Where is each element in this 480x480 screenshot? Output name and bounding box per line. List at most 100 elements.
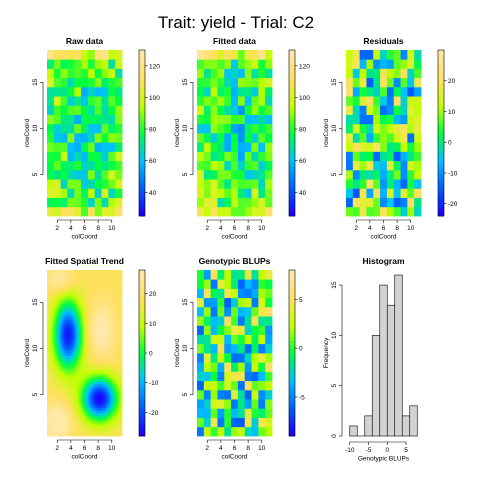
heatmap-cell xyxy=(55,306,58,310)
heatmap-cell xyxy=(87,96,96,106)
heatmap-cell xyxy=(47,342,50,346)
heatmap-cell xyxy=(224,408,232,418)
heatmap-cell xyxy=(55,345,58,349)
heatmap-cell xyxy=(53,337,56,341)
heatmap-cell xyxy=(75,340,79,344)
colorbar-step xyxy=(139,373,145,379)
heatmap-cell xyxy=(118,381,121,385)
heatmap-cell xyxy=(118,295,121,299)
heatmap-cell xyxy=(111,314,114,318)
colorbar-step xyxy=(438,79,444,84)
heatmap-cell xyxy=(197,343,205,354)
heatmap-cell xyxy=(79,334,82,338)
heatmap-cell xyxy=(50,285,53,289)
heatmap-cell xyxy=(111,407,114,411)
heatmap-cell xyxy=(81,365,84,369)
heatmap-cell xyxy=(65,285,68,289)
heatmap-cell xyxy=(346,142,354,152)
heatmap-cell xyxy=(103,397,106,401)
heatmap-cell xyxy=(58,402,62,406)
heatmap-cell xyxy=(89,378,92,382)
heatmap-cell xyxy=(94,105,102,115)
colorbar-step xyxy=(438,120,444,126)
heatmap-cell xyxy=(84,412,87,416)
heatmap-cell xyxy=(116,282,119,286)
heatmap-cell xyxy=(203,50,212,60)
heatmap-cell xyxy=(52,412,55,416)
heatmap-cell xyxy=(237,96,246,106)
heatmap-cell xyxy=(53,389,56,393)
heatmap-cell xyxy=(94,355,97,359)
heatmap-cell xyxy=(69,301,72,305)
heatmap-cell xyxy=(224,399,232,409)
heatmap-cell xyxy=(352,169,361,180)
heatmap-cell xyxy=(64,360,67,364)
heatmap-cell xyxy=(96,404,99,408)
heatmap-cell xyxy=(60,319,63,323)
heatmap-cell xyxy=(99,340,102,344)
heatmap-cell xyxy=(99,295,102,299)
heatmap-cell xyxy=(352,206,361,217)
heatmap-cell xyxy=(99,301,102,305)
heatmap-cell xyxy=(48,402,51,406)
heatmap-cell xyxy=(50,345,53,349)
heatmap-cell xyxy=(94,353,97,356)
heatmap-cell xyxy=(65,301,68,305)
heatmap-cell xyxy=(67,311,70,315)
heatmap-cell xyxy=(237,371,246,382)
heatmap-cell xyxy=(72,358,75,362)
heatmap-cell xyxy=(57,334,60,338)
heatmap-cell xyxy=(89,332,92,336)
heatmap-cell xyxy=(101,308,104,312)
heatmap-cell xyxy=(258,270,266,280)
heatmap-cell xyxy=(91,402,94,406)
heatmap-cell xyxy=(251,389,259,400)
heatmap-cell xyxy=(231,389,239,400)
heatmap-cell xyxy=(87,334,91,338)
heatmap-cell xyxy=(52,301,55,305)
heatmap-cell xyxy=(400,142,408,152)
colorbar-step xyxy=(438,66,444,72)
heatmap-cell xyxy=(57,368,60,372)
colorbar-step xyxy=(289,112,295,117)
heatmap-cell xyxy=(104,376,108,380)
colorbar-step xyxy=(438,199,444,204)
heatmap-cell xyxy=(57,311,60,315)
heatmap-cell xyxy=(72,347,75,351)
heatmap-cell xyxy=(58,365,62,369)
heatmap-cell xyxy=(62,402,65,406)
heatmap-cell xyxy=(65,355,68,359)
heatmap-cell xyxy=(106,324,109,328)
heatmap-cell xyxy=(65,417,68,421)
heatmap-cell xyxy=(74,412,77,416)
heatmap-cell xyxy=(64,386,67,390)
heatmap-cell xyxy=(58,412,62,416)
heatmap-cell xyxy=(197,133,205,143)
heatmap-cell xyxy=(108,358,111,362)
heatmap-cell xyxy=(108,295,111,299)
colorbar-step xyxy=(139,377,145,383)
heatmap-cell xyxy=(111,389,114,393)
colorbar-step xyxy=(139,357,145,362)
heatmap-cell xyxy=(48,371,51,375)
heatmap-cell xyxy=(81,412,84,416)
heatmap-cell xyxy=(251,362,259,372)
heatmap-cell xyxy=(113,272,116,276)
heatmap-cell xyxy=(82,303,85,307)
heatmap-cell xyxy=(50,298,53,302)
colorbar-step xyxy=(139,411,145,416)
heatmap-cell xyxy=(69,410,72,414)
heatmap-cell xyxy=(84,298,87,302)
heatmap-cell xyxy=(69,277,72,281)
heatmap-cell xyxy=(91,360,94,364)
heatmap-cell xyxy=(224,353,232,363)
heatmap-cell xyxy=(47,306,50,310)
heatmap-cell xyxy=(67,430,70,434)
heatmap-cell xyxy=(75,316,79,320)
colorbar-step xyxy=(289,386,295,391)
colorbar-step xyxy=(438,191,444,196)
heatmap-cell xyxy=(113,311,116,315)
heatmap-cell xyxy=(82,306,85,310)
heatmap-cell xyxy=(113,425,116,429)
